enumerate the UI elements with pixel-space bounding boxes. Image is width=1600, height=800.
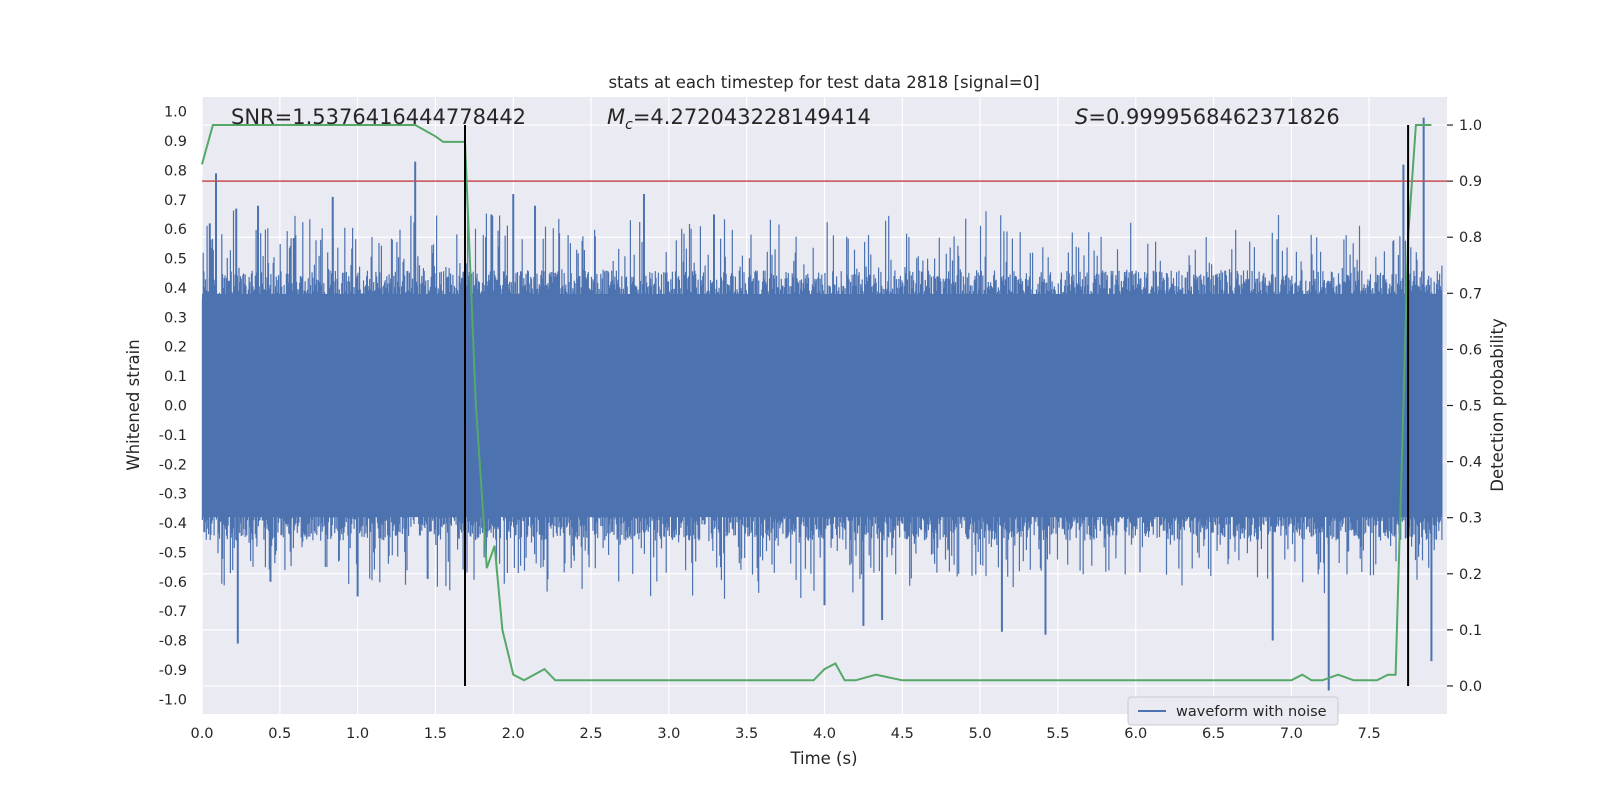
x-tick-label: 4.0 [813, 726, 836, 742]
x-tick-label: 6.0 [1124, 726, 1147, 742]
y-tick-label: 0.3 [164, 310, 187, 326]
y-tick-label: -0.2 [159, 457, 187, 473]
chirp-mass-subscript: c [625, 117, 633, 133]
y-ticks: 1.0 0.9 0.8 0.7 0.6 0.5 0.4 0.3 0.2 0.1 0.0 -0.1 -0.… [159, 105, 187, 709]
y-tick-label: 0.8 [164, 163, 187, 179]
s-annotation: S=0.9999568462371826 [1075, 105, 1340, 129]
x-tick-label: 7.5 [1358, 726, 1381, 742]
chirp-mass-annotation: Mc=4.272043228149414 [607, 105, 871, 133]
y-right-tick-label: 0.5 [1459, 399, 1482, 415]
y-tick-label: -0.1 [159, 428, 187, 444]
y-right-tick-label: 0.3 [1459, 511, 1482, 527]
x-tick-label: 5.5 [1046, 726, 1069, 742]
x-tick-label: 6.5 [1202, 726, 1225, 742]
s-symbol: S [1075, 105, 1088, 129]
legend: waveform with noise [1127, 696, 1339, 726]
y-tick-label: -0.3 [159, 487, 187, 503]
y-tick-label: -0.8 [159, 634, 187, 650]
x-axis-label: Time (s) [789, 749, 857, 768]
x-ticks: 0.0 0.5 1.0 1.5 2.0 2.5 3.0 3.5 4.0 4.5 5.0 5.5 6.0 6… [190, 726, 1380, 742]
legend-label: waveform with noise [1176, 704, 1327, 720]
y-right-tick-label: 0.9 [1459, 174, 1482, 190]
y-axis-label-right: Detection probability [1488, 318, 1507, 492]
s-value: =0.9999568462371826 [1088, 105, 1339, 129]
y-tick-label: 0.1 [164, 369, 187, 385]
x-tick-label: 2.5 [580, 726, 603, 742]
noise-band [201, 117, 1443, 691]
x-tick-label: 5.0 [969, 726, 992, 742]
y-tick-label: 0.5 [164, 252, 187, 268]
chirp-mass-symbol: M [607, 105, 625, 129]
x-tick-label: 2.0 [502, 726, 525, 742]
y-tick-label: -0.7 [159, 604, 187, 620]
y-tick-label: -0.6 [159, 575, 187, 591]
y-tick-label: -1.0 [159, 692, 187, 708]
y-right-tick-label: 0.6 [1459, 342, 1482, 358]
y-tick-label: 0.9 [164, 134, 187, 150]
legend-box [1127, 696, 1339, 726]
y-tick-label: -0.9 [159, 663, 187, 679]
vertical-markers [464, 125, 1410, 686]
y-axis-label: Whitened strain [124, 339, 143, 470]
y-ticks-right: 1.0 0.9 0.8 0.7 0.6 0.5 0.4 0.3 0.2 0.1 0.0 [1447, 118, 1482, 695]
y-tick-label: 0.0 [164, 399, 187, 415]
y-right-tick-label: 0.7 [1459, 286, 1482, 302]
noise-core [202, 293, 1443, 518]
y-right-tick-label: 0.0 [1459, 679, 1482, 695]
y-right-tick-label: 0.1 [1459, 623, 1482, 639]
y-right-tick-label: 0.8 [1459, 230, 1482, 246]
y-tick-label: -0.5 [159, 545, 187, 561]
y-tick-label: 1.0 [164, 105, 187, 121]
detection-probability-line [201, 124, 1432, 682]
x-tick-label: 7.0 [1280, 726, 1303, 742]
snr-annotation: SNR=1.5376416444778442 [231, 105, 526, 129]
y-tick-label: -0.4 [159, 516, 187, 532]
y-tick-label: 0.6 [164, 222, 187, 238]
x-tick-label: 3.0 [657, 726, 680, 742]
y-right-tick-label: 0.2 [1459, 567, 1482, 583]
y-right-tick-label: 0.4 [1459, 455, 1482, 471]
x-tick-label: 0.0 [190, 726, 213, 742]
x-tick-label: 1.5 [424, 726, 447, 742]
x-tick-label: 1.0 [346, 726, 369, 742]
y-tick-label: 0.4 [164, 281, 187, 297]
y-tick-label: 0.7 [164, 193, 187, 209]
x-tick-label: 3.5 [735, 726, 758, 742]
y-tick-label: 0.2 [164, 340, 187, 356]
x-tick-label: 0.5 [268, 726, 291, 742]
chart-title: stats at each timestep for test data 281… [608, 73, 1039, 92]
x-tick-label: 4.5 [891, 726, 914, 742]
chirp-mass-value: =4.272043228149414 [633, 105, 871, 129]
y-right-tick-label: 1.0 [1459, 118, 1482, 134]
